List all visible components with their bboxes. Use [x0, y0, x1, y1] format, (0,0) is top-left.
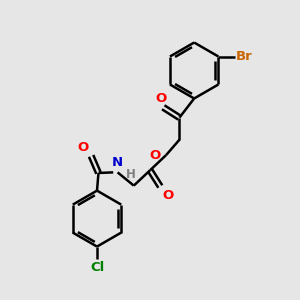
Text: N: N	[112, 156, 123, 170]
Text: O: O	[155, 92, 167, 105]
Text: O: O	[163, 190, 174, 202]
Text: Br: Br	[236, 50, 253, 63]
Text: O: O	[77, 140, 88, 154]
Text: O: O	[150, 148, 161, 161]
Text: Cl: Cl	[90, 261, 104, 274]
Text: H: H	[126, 168, 136, 181]
